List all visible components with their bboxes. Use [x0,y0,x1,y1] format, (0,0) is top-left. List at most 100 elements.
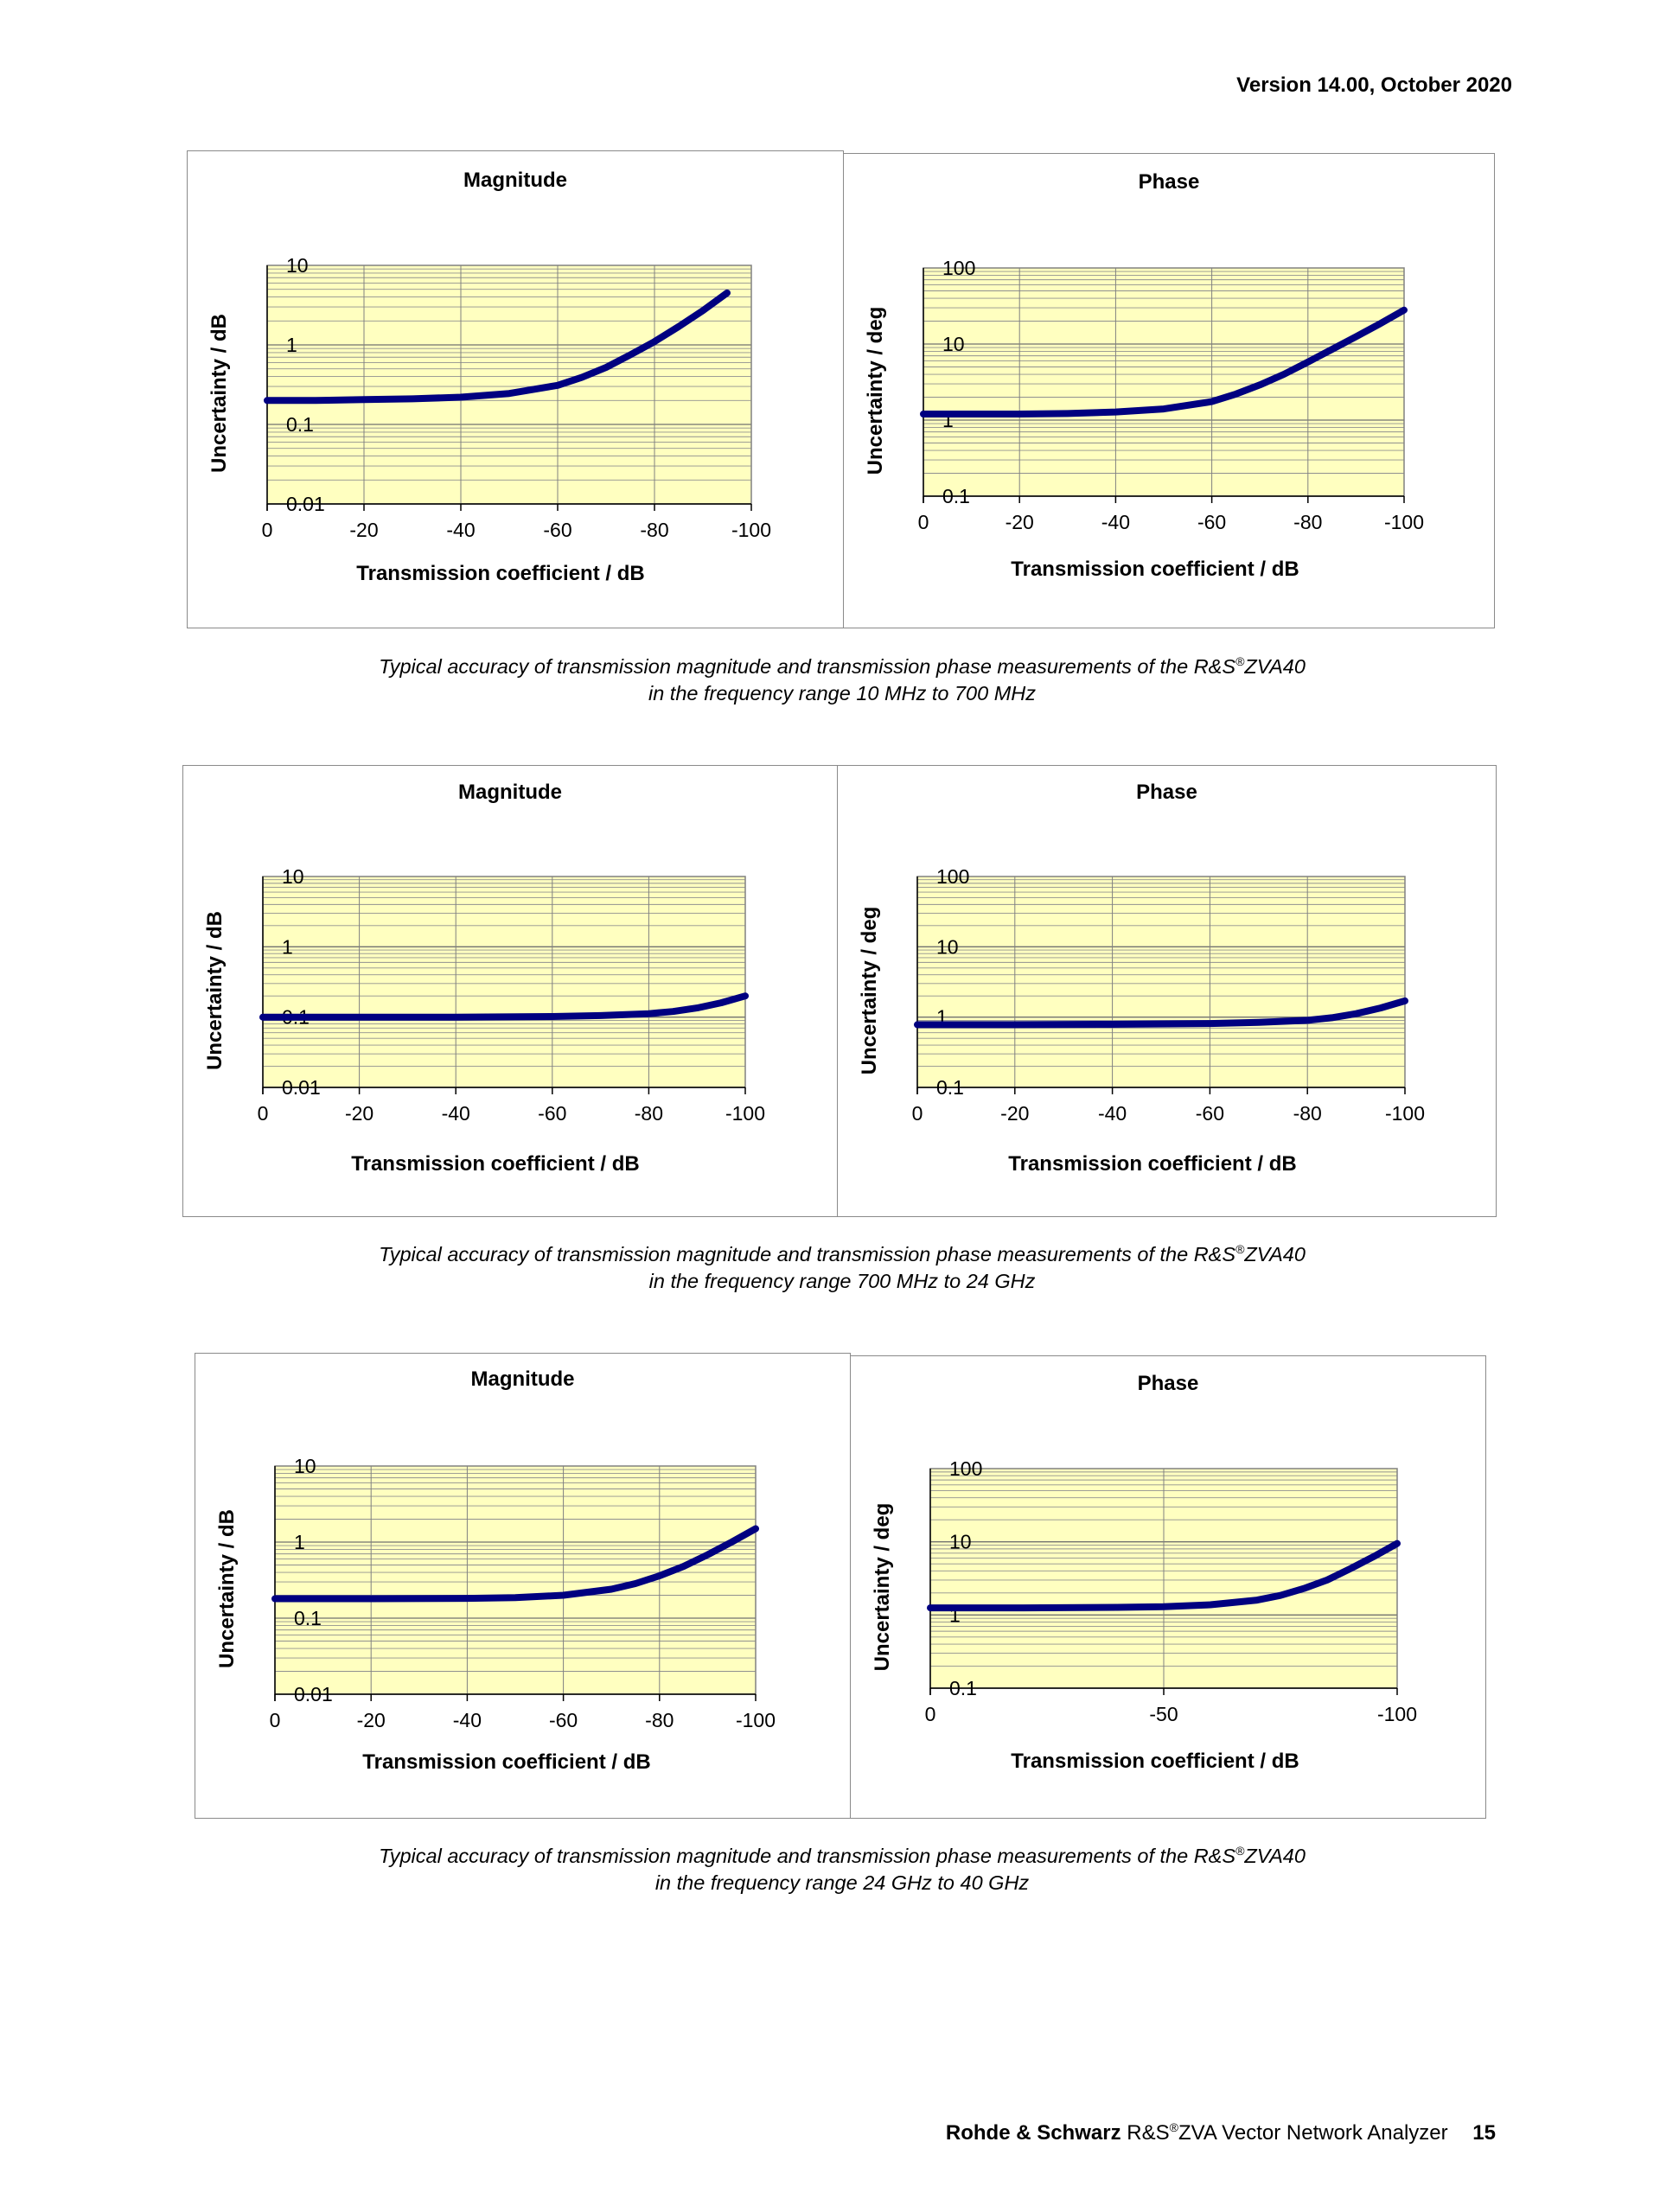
series-line [927,1539,1401,1612]
y-axis-label: Uncertainty / deg [858,907,881,1075]
y-axis-label: Uncertainty / dB [203,911,227,1070]
x-tick-label: -60 [549,1709,578,1731]
x-tick-label: 0 [912,1102,923,1125]
x-tick-label: -20 [1006,511,1034,533]
x-tick-label: -100 [725,1102,765,1125]
y-tick-label: 10 [942,333,965,355]
y-tick-label: 0.01 [282,1076,321,1099]
x-axis-label: Transmission coefficient / dB [1011,1750,1299,1773]
footer-product: R&S®ZVA Vector Network Analyzer [1127,2120,1448,2145]
x-tick-label: -20 [357,1709,386,1731]
gridlines [923,268,1405,497]
x-tick-label: -100 [731,519,771,541]
page-footer: Rohde & Schwarz R&S®ZVA Vector Network A… [946,2120,1496,2145]
x-tick-label: 0 [258,1102,269,1125]
chart-panel: Phase 100 10 1 0.1 0 -20 -40 -60 -80 -100 Transmiss… [843,153,1495,628]
x-tick-label: -100 [1385,1102,1425,1125]
x-tick-label: -40 [442,1102,470,1125]
figure-caption: Typical accuracy of transmission magnitu… [379,1242,1306,1292]
x-axis-label: Transmission coefficient / dB [362,1750,650,1774]
footer-brand: Rohde & Schwarz [945,2121,1121,2145]
x-tick-label: -80 [635,1102,663,1125]
x-axis-label: Transmission coefficient / dB [1011,558,1299,581]
y-tick-label: 100 [949,1457,982,1480]
figure-caption: Typical accuracy of transmission magnitu… [379,654,1306,704]
chart-title: Magnitude [458,781,562,804]
y-axis-label: Uncertainty / deg [864,307,887,475]
y-tick-label: 100 [936,865,969,888]
x-tick-label: -60 [538,1102,566,1125]
y-axis-label: Uncertainty / dB [208,314,231,473]
x-tick-label: -40 [1098,1102,1127,1125]
header-version: Version 14.00, October 2020 [1236,73,1512,97]
x-axis-label: Transmission coefficient / dB [351,1152,639,1176]
chart-panel: Phase 100 10 1 0.1 0 -20 -40 -60 -80 -100 Transmiss… [837,765,1497,1217]
y-axis-label: Uncertainty / deg [871,1503,894,1672]
y-tick-label: 0.01 [286,493,325,515]
plot-area [262,876,746,1088]
plot-area [916,876,1406,1088]
gridlines [266,265,752,505]
x-tick-label: -40 [446,519,475,541]
x-tick-label: -80 [1293,1102,1322,1125]
x-tick-label: 0 [925,1703,936,1725]
y-tick-label: 1 [282,935,293,958]
x-tick-label: -40 [453,1709,482,1731]
y-tick-label: 0.1 [949,1677,977,1699]
chart-panel: Magnitude 10 1 0.1 0.01 0 -20 -40 -60 -80 -100 Tran… [182,765,838,1217]
x-tick-label: -100 [1384,511,1424,533]
x-tick-label: -80 [640,519,668,541]
chart-title: Magnitude [463,169,567,192]
y-tick-label: 0.1 [942,485,970,507]
plot-area [923,267,1405,497]
y-tick-label: 10 [949,1531,972,1553]
chart-title: Phase [1136,781,1197,804]
x-tick-label: -50 [1149,1703,1178,1725]
x-axis-label: Transmission coefficient / dB [356,562,644,585]
series-line [271,1525,759,1603]
x-tick-label: -60 [543,519,571,541]
y-tick-label: 10 [936,935,959,958]
plot-area [266,265,752,505]
x-tick-label: -20 [1000,1102,1029,1125]
x-tick-label: -20 [349,519,378,541]
x-tick-label: -80 [645,1709,674,1731]
y-tick-label: 100 [942,257,975,279]
plot-area [274,1465,757,1695]
chart-panel: Magnitude 10 1 0.1 0.01 0 -20 -40 -60 -80 -100 Tran… [187,150,844,628]
series-line [264,289,731,405]
y-tick-label: 1 [294,1531,305,1553]
y-axis-label: Uncertainty / dB [215,1509,239,1668]
y-tick-label: 10 [294,1455,316,1477]
chart-title: Phase [1139,170,1200,194]
x-tick-label: -60 [1196,1102,1224,1125]
y-tick-label: 0.01 [294,1683,333,1705]
x-tick-label: -80 [1293,511,1322,533]
page-number: 15 [1472,2121,1496,2145]
x-tick-label: -40 [1101,511,1130,533]
chart-panel: Magnitude 10 1 0.1 0.01 0 -20 -40 -60 -80 -100 Tran… [195,1353,851,1819]
gridlines [274,1466,757,1695]
series-line [914,997,1408,1029]
chart-title: Phase [1138,1372,1199,1395]
x-tick-label: -100 [1377,1703,1417,1725]
x-tick-label: -60 [1197,511,1226,533]
chart-title: Magnitude [471,1367,575,1391]
x-tick-label: -20 [345,1102,374,1125]
series-line [259,992,749,1021]
x-tick-label: 0 [270,1709,281,1731]
x-tick-label: 0 [262,519,273,541]
x-axis-label: Transmission coefficient / dB [1008,1152,1296,1176]
x-tick-label: 0 [918,511,929,533]
x-tick-label: -100 [736,1709,776,1731]
figure-caption: Typical accuracy of transmission magnitu… [379,1844,1306,1894]
y-tick-label: 1 [286,334,297,356]
y-tick-label: 10 [286,254,309,277]
y-tick-label: 0.1 [936,1076,964,1099]
